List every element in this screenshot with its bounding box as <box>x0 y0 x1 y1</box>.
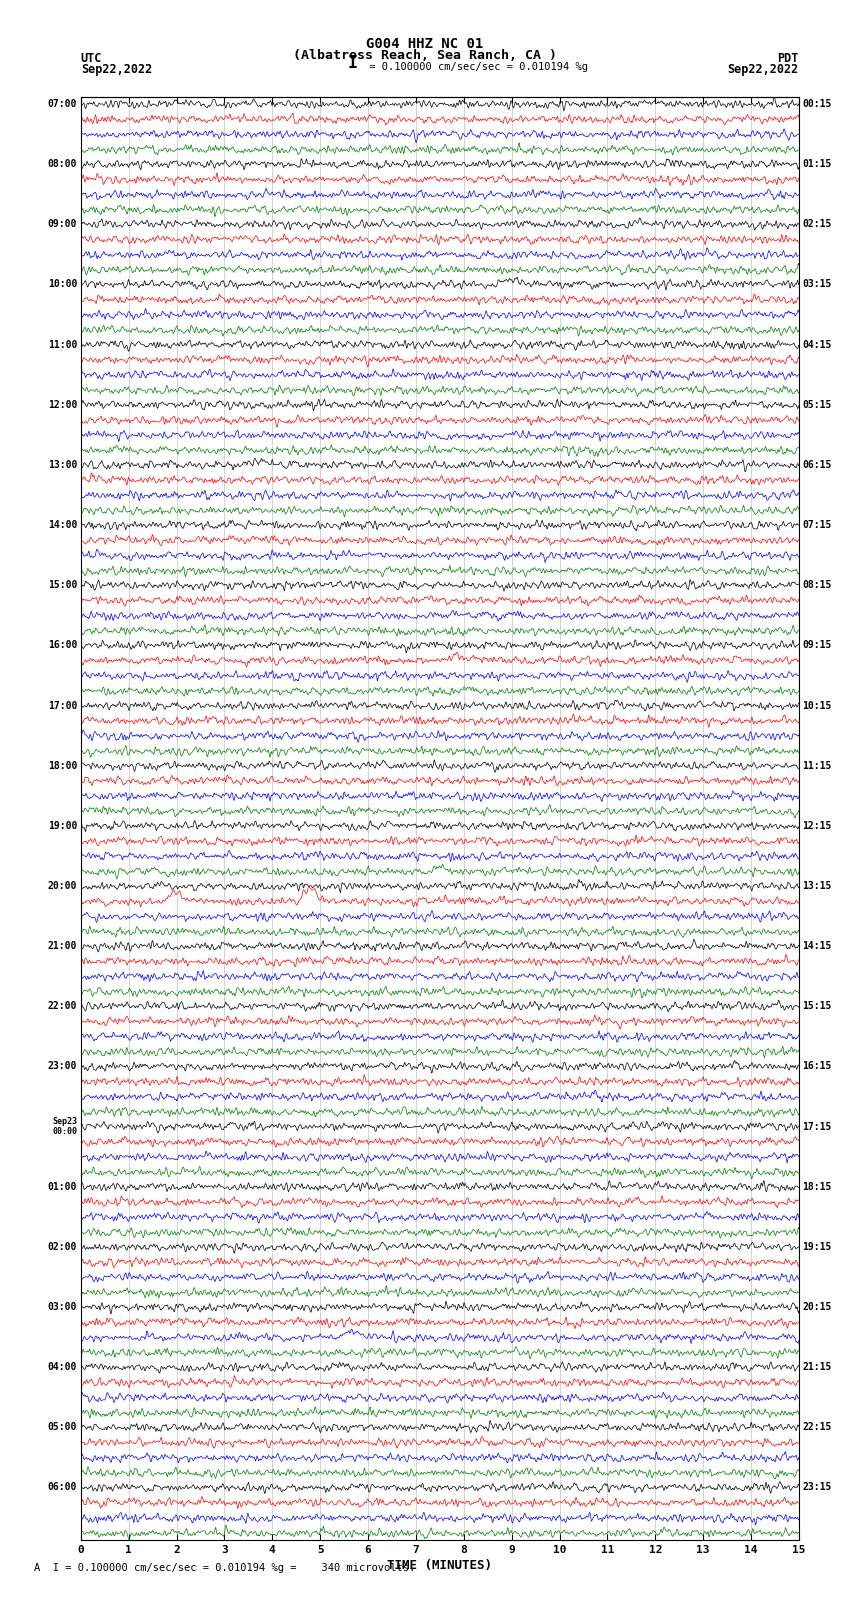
Text: 22:15: 22:15 <box>802 1423 832 1432</box>
Text: 14:15: 14:15 <box>802 940 832 952</box>
Text: 04:00: 04:00 <box>48 1363 77 1373</box>
Text: 19:15: 19:15 <box>802 1242 832 1252</box>
Text: 16:15: 16:15 <box>802 1061 832 1071</box>
Text: 20:15: 20:15 <box>802 1302 832 1311</box>
Text: 05:15: 05:15 <box>802 400 832 410</box>
Text: 08:00: 08:00 <box>48 160 77 169</box>
X-axis label: TIME (MINUTES): TIME (MINUTES) <box>388 1560 492 1573</box>
Text: 07:15: 07:15 <box>802 519 832 531</box>
Text: 17:00: 17:00 <box>48 700 77 710</box>
Text: 19:00: 19:00 <box>48 821 77 831</box>
Text: 16:00: 16:00 <box>48 640 77 650</box>
Text: = 0.100000 cm/sec/sec = 0.010194 %g: = 0.100000 cm/sec/sec = 0.010194 %g <box>363 61 588 71</box>
Text: 21:00: 21:00 <box>48 940 77 952</box>
Text: Sep23
00:00: Sep23 00:00 <box>52 1116 77 1136</box>
Text: 23:00: 23:00 <box>48 1061 77 1071</box>
Text: 11:00: 11:00 <box>48 340 77 350</box>
Text: 12:00: 12:00 <box>48 400 77 410</box>
Text: (Albatross Reach, Sea Ranch, CA ): (Albatross Reach, Sea Ranch, CA ) <box>293 48 557 63</box>
Text: 10:15: 10:15 <box>802 700 832 710</box>
Text: 13:15: 13:15 <box>802 881 832 890</box>
Text: Sep22,2022: Sep22,2022 <box>81 63 152 76</box>
Text: 23:15: 23:15 <box>802 1482 832 1492</box>
Text: I: I <box>348 53 358 71</box>
Text: 18:00: 18:00 <box>48 761 77 771</box>
Text: 15:00: 15:00 <box>48 581 77 590</box>
Text: 08:15: 08:15 <box>802 581 832 590</box>
Text: A  I = 0.100000 cm/sec/sec = 0.010194 %g =    340 microvolts.: A I = 0.100000 cm/sec/sec = 0.010194 %g … <box>34 1563 416 1573</box>
Text: 03:00: 03:00 <box>48 1302 77 1311</box>
Text: 01:15: 01:15 <box>802 160 832 169</box>
Text: 18:15: 18:15 <box>802 1182 832 1192</box>
Text: 05:00: 05:00 <box>48 1423 77 1432</box>
Text: 06:15: 06:15 <box>802 460 832 469</box>
Text: UTC: UTC <box>81 52 102 65</box>
Text: 17:15: 17:15 <box>802 1121 832 1132</box>
Text: 07:00: 07:00 <box>48 98 77 110</box>
Text: 11:15: 11:15 <box>802 761 832 771</box>
Text: 22:00: 22:00 <box>48 1002 77 1011</box>
Text: 09:15: 09:15 <box>802 640 832 650</box>
Text: 01:00: 01:00 <box>48 1182 77 1192</box>
Text: 03:15: 03:15 <box>802 279 832 289</box>
Text: 10:00: 10:00 <box>48 279 77 289</box>
Text: Sep22,2022: Sep22,2022 <box>728 63 799 76</box>
Text: G004 HHZ NC 01: G004 HHZ NC 01 <box>366 37 484 50</box>
Text: 02:00: 02:00 <box>48 1242 77 1252</box>
Text: 14:00: 14:00 <box>48 519 77 531</box>
Text: 12:15: 12:15 <box>802 821 832 831</box>
Text: 00:15: 00:15 <box>802 98 832 110</box>
Text: PDT: PDT <box>778 52 799 65</box>
Text: 06:00: 06:00 <box>48 1482 77 1492</box>
Text: 04:15: 04:15 <box>802 340 832 350</box>
Text: 21:15: 21:15 <box>802 1363 832 1373</box>
Text: 20:00: 20:00 <box>48 881 77 890</box>
Text: 15:15: 15:15 <box>802 1002 832 1011</box>
Text: 02:15: 02:15 <box>802 219 832 229</box>
Text: 13:00: 13:00 <box>48 460 77 469</box>
Text: 09:00: 09:00 <box>48 219 77 229</box>
